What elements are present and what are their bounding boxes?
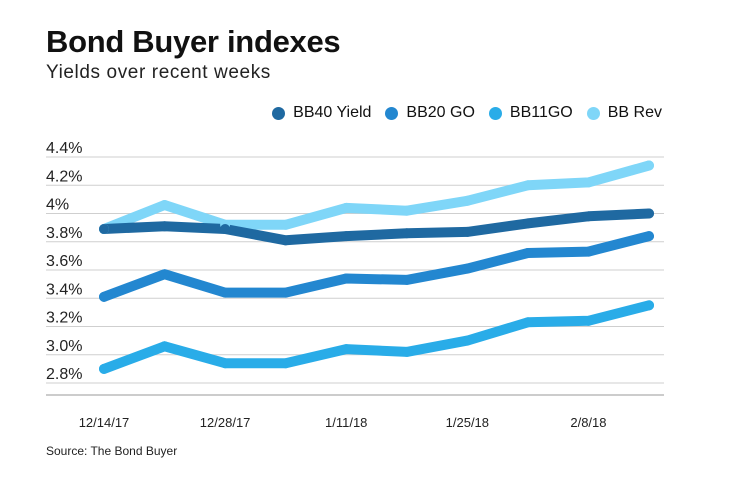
legend-label-bbrev: BB Rev	[607, 104, 662, 121]
x-tick-label: 1/11/18	[325, 415, 367, 430]
y-tick-label: 4.2%	[46, 168, 82, 185]
data-point-bb40-yield	[341, 231, 352, 242]
series-line-bb20-go	[99, 231, 654, 302]
legend-label-bb20: BB20 GO	[406, 104, 475, 121]
data-point-bb40-yield	[644, 208, 654, 219]
chart-legend: BB40 Yield BB20 GO BB11GO BB Rev	[272, 104, 662, 122]
legend-swatch-bb20	[385, 106, 399, 120]
data-point-bb-rev	[583, 177, 594, 188]
data-point-bb11go	[159, 341, 170, 352]
legend-item-bb40: BB40 Yield	[272, 104, 371, 122]
data-point-bb-rev	[644, 160, 654, 171]
source-note: Source: The Bond Buyer	[46, 444, 178, 458]
data-point-bb11go	[522, 317, 533, 328]
data-point-bb20-go	[159, 269, 170, 280]
data-point-bb40-yield	[159, 221, 170, 232]
x-tick-label: 2/8/18	[570, 415, 606, 430]
y-tick-label: 3.0%	[46, 338, 82, 355]
y-tick-label: 3.2%	[46, 310, 82, 327]
series-line-bb40-yield	[99, 208, 654, 246]
y-tick-label: 4%	[46, 197, 69, 214]
legend-item-bbrev: BB Rev	[586, 104, 662, 122]
data-point-bb-rev	[280, 219, 291, 230]
x-tick-label: 12/14/17	[79, 415, 130, 430]
data-point-bb-rev	[522, 180, 533, 191]
y-tick-label: 3.4%	[46, 281, 82, 298]
x-tick-label: 1/25/18	[446, 415, 489, 430]
legend-item-bb20: BB20 GO	[385, 104, 475, 122]
data-point-bb40-yield	[99, 224, 109, 235]
data-point-bb11go	[401, 346, 412, 357]
data-point-bb11go	[280, 358, 291, 369]
data-point-bb11go	[341, 344, 352, 355]
x-tick-label: 12/28/17	[200, 415, 251, 430]
legend-swatch-bb11	[488, 106, 502, 120]
data-point-bb20-go	[583, 246, 594, 257]
data-point-bb40-yield	[220, 224, 231, 235]
legend-item-bb11: BB11GO	[488, 104, 573, 122]
y-tick-label: 3.6%	[46, 253, 82, 270]
data-point-bb11go	[644, 300, 654, 311]
y-tick-label: 4.4%	[46, 140, 82, 157]
data-point-bb40-yield	[583, 211, 594, 222]
data-point-bb40-yield	[401, 228, 412, 239]
data-point-bb-rev	[341, 202, 352, 213]
data-point-bb11go	[583, 315, 594, 326]
data-point-bb20-go	[99, 291, 109, 302]
data-point-bb40-yield	[462, 226, 473, 237]
data-point-bb40-yield	[522, 218, 533, 229]
y-tick-label: 3.8%	[46, 225, 82, 242]
legend-label-bb11: BB11GO	[509, 104, 573, 121]
data-point-bb20-go	[522, 248, 533, 259]
y-tick-label: 2.8%	[46, 366, 82, 383]
series-line-bb11go	[99, 300, 654, 374]
data-point-bb-rev	[401, 205, 412, 216]
data-point-bb40-yield	[280, 235, 291, 246]
legend-swatch-bbrev	[586, 106, 600, 120]
data-point-bb20-go	[280, 287, 291, 298]
chart-subtitle: Yields over recent weeks	[46, 62, 271, 83]
data-point-bb20-go	[341, 273, 352, 284]
chart-title: Bond Buyer indexes	[46, 24, 341, 59]
data-point-bb20-go	[401, 274, 412, 285]
legend-label-bb40: BB40 Yield	[293, 104, 372, 121]
data-point-bb20-go	[644, 231, 654, 242]
legend-swatch-bb40	[272, 106, 286, 120]
data-point-bb11go	[99, 363, 109, 374]
data-point-bb11go	[462, 335, 473, 346]
series-line-bb-rev	[99, 160, 654, 234]
data-point-bb11go	[220, 358, 231, 369]
data-point-bb-rev	[462, 195, 473, 206]
data-point-bb20-go	[220, 287, 231, 298]
data-point-bb20-go	[462, 263, 473, 274]
data-point-bb-rev	[159, 200, 170, 211]
